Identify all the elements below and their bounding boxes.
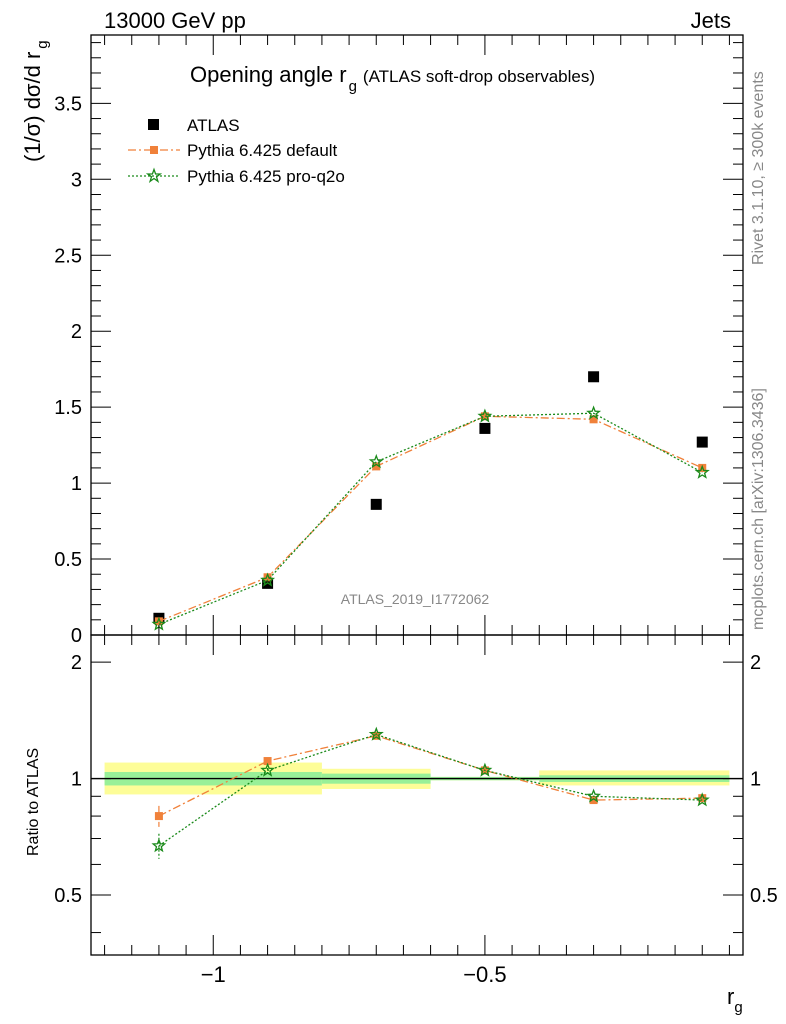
legend: ATLAS Pythia 6.425 default Pythia 6.425 …	[128, 116, 345, 186]
point-pythia-proq2o-5	[694, 464, 710, 479]
ratio-point-pythia-default-1	[263, 757, 272, 766]
main-y-tick-label-5: 2.5	[54, 245, 82, 267]
legend-marker-atlas	[148, 119, 159, 130]
plot-title-note: (ATLAS soft-drop observables)	[363, 67, 595, 86]
main-y-tick-label-3: 1.5	[54, 397, 82, 419]
legend-item-pythia-proq2o: Pythia 6.425 pro-q2o	[128, 167, 345, 186]
legend-marker-pythia-default	[150, 146, 158, 154]
ratio-y-tick-label-right-0: 0.5	[750, 885, 778, 907]
series-line-pythia-default	[158, 415, 703, 622]
main-y-tick-label-1: 0.5	[54, 549, 82, 571]
legend-label-pythia-default: Pythia 6.425 default	[187, 141, 338, 160]
watermark: ATLAS_2019_I1772062	[341, 591, 490, 607]
ratio-point-pythia-default-5	[698, 794, 707, 803]
plot-title-main: Opening angle r	[190, 62, 347, 87]
point-pythia-proq2o-1	[260, 572, 276, 587]
ratio-bands	[91, 762, 743, 795]
legend-label-atlas: ATLAS	[187, 116, 240, 135]
ratio-plot	[151, 726, 710, 859]
ratio-frame	[90, 634, 744, 956]
series-line-pythia-proq2o	[158, 412, 703, 625]
svg-text:(1/σ) dσ/d rg: (1/σ) dσ/d r g	[20, 40, 51, 162]
ratio-point-pythia-default-0	[154, 812, 163, 821]
ratio-point-pythia-proq2o-0	[151, 838, 167, 853]
point-atlas-4	[588, 371, 600, 383]
point-pythia-default-4	[589, 415, 598, 424]
header-left: 13000 GeV pp	[104, 8, 246, 33]
point-pythia-proq2o-2	[368, 453, 384, 469]
ratio-y-tick-label-left-2: 2	[71, 652, 82, 674]
ratio-point-pythia-proq2o-1	[260, 762, 276, 777]
ratio-y-tick-label-right-1: 1	[750, 769, 761, 791]
ratio-point-pythia-proq2o-3	[477, 762, 493, 777]
plot-title-sub: g	[349, 78, 357, 95]
x-tick-label-0: −1	[201, 962, 226, 987]
x-axis-title-main: r	[727, 984, 734, 1009]
axes: −1 −0.5 0 0.5 1 1.5 2 2.5 3 3.5 0.5 0.5 1 1 2 2	[54, 34, 778, 987]
main-plot	[151, 371, 710, 631]
legend-marker-pythia-proq2o	[145, 167, 163, 183]
ratio-y-tick-label-left-1: 1	[71, 769, 82, 791]
side-label-bottom: mcplots.cern.ch [arXiv:1306.3436]	[750, 388, 767, 630]
svg-text:rg: rg	[727, 984, 743, 1016]
point-pythia-default-1	[263, 573, 272, 582]
ratio-y-tick-label-right-2: 2	[750, 652, 761, 674]
side-label-top: Rivet 3.1.10, ≥ 300k events	[750, 71, 767, 265]
x-tick-label-1: −0.5	[463, 962, 506, 987]
legend-label-pythia-proq2o: Pythia 6.425 pro-q2o	[187, 167, 345, 186]
ratio-point-pythia-default-2	[372, 731, 381, 740]
main-y-tick-label-4: 2	[71, 321, 82, 343]
point-pythia-default-3	[480, 412, 489, 421]
y-axis-title-main: (1/σ) dσ/d r	[20, 52, 45, 162]
ratio-y-axis-title: Ratio to ATLAS	[25, 748, 42, 856]
header-right: Jets	[691, 8, 731, 33]
point-atlas-3	[479, 422, 491, 434]
main-y-tick-label-0: 0	[71, 625, 82, 647]
ratio-point-pythia-default-4	[589, 796, 598, 805]
point-pythia-default-2	[372, 462, 381, 471]
main-y-tick-label-7: 3.5	[54, 93, 82, 115]
point-atlas-5	[696, 436, 708, 448]
ratio-point-pythia-proq2o-5	[694, 792, 710, 807]
legend-item-atlas: ATLAS	[148, 116, 240, 135]
main-y-tick-label-6: 3	[71, 169, 82, 191]
legend-item-pythia-default: Pythia 6.425 default	[128, 141, 338, 160]
point-pythia-proq2o-3	[477, 408, 493, 423]
y-axis-title-sub: g	[34, 40, 51, 48]
plot-title: Opening angle r g (ATLAS soft-drop observa…	[190, 62, 595, 95]
ratio-point-pythia-proq2o-2	[368, 726, 384, 741]
ratio-point-pythia-proq2o-4	[586, 788, 602, 803]
y-axis-title: (1/σ) dσ/d r g	[20, 40, 51, 162]
point-pythia-default-0	[154, 617, 163, 626]
x-axis-title-sub: g	[734, 999, 742, 1016]
point-pythia-proq2o-4	[586, 405, 602, 420]
x-axis-title: rg	[727, 984, 743, 1016]
point-atlas-2	[370, 498, 382, 510]
main-y-tick-label-2: 1	[71, 473, 82, 495]
ratio-y-tick-label-left-0: 0.5	[54, 885, 82, 907]
